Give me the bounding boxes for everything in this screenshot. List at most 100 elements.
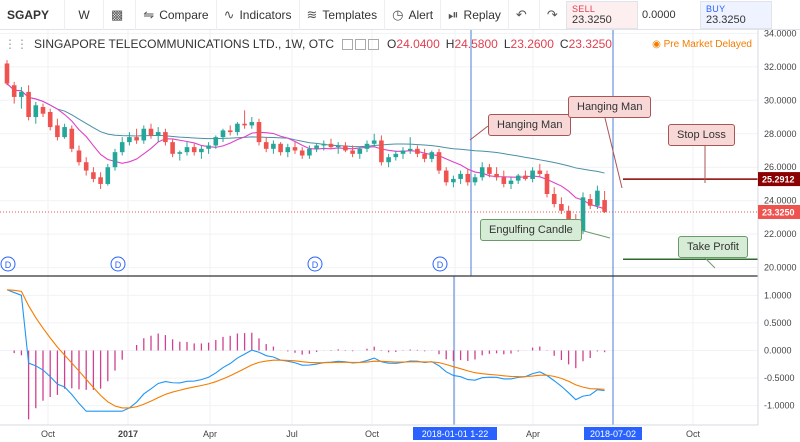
time-tick-label: Oct [41, 429, 56, 439]
macd-tick-label: 0.5000 [764, 318, 792, 328]
price-tick-label: 24.0000 [764, 196, 797, 206]
settings-icon[interactable] [355, 38, 367, 50]
time-tick-label: Apr [203, 429, 217, 439]
undo-button[interactable]: ↶ [509, 0, 540, 30]
undo-icon: ↶ [515, 6, 527, 22]
compare-icon: ⇋ [143, 6, 155, 22]
redo-button[interactable]: ↷ [540, 0, 570, 30]
interval-label: W [78, 7, 90, 22]
time-tick-label: 2018-07-02 [590, 429, 636, 439]
c-label: C [559, 37, 569, 51]
o-value: 24.0400 [396, 37, 440, 51]
candle-body [400, 150, 406, 154]
symbol-search[interactable]: SGAPY [0, 0, 65, 30]
candle-body [91, 172, 96, 179]
candle-body [127, 137, 132, 143]
candle-body [184, 147, 190, 153]
candle-body [155, 132, 161, 136]
annotation-arrow [604, 117, 623, 189]
engulfing-candle-label[interactable]: Engulfing Candle [480, 219, 582, 241]
compare-label: Compare [159, 7, 209, 22]
candle-body [206, 145, 211, 149]
time-tick-label: 2018-01-01 1-22 [422, 429, 489, 439]
candle-body [213, 137, 219, 146]
candle-body [278, 143, 283, 153]
candle-body [199, 148, 204, 153]
templates-icon: ≋ [306, 6, 318, 22]
candle-body [256, 122, 262, 143]
templates-button[interactable]: ≋ Templates [300, 0, 386, 30]
candle-body [407, 148, 413, 151]
pre-market-label: Pre Market Delayed [663, 39, 752, 50]
buy-button[interactable]: BUY 23.3250 [700, 1, 772, 29]
dividend-marker-label: D [115, 260, 122, 270]
take-profit-label[interactable]: Take Profit [678, 236, 748, 258]
time-tick-label: Apr [526, 429, 540, 439]
candle-body [335, 145, 341, 148]
candle-body [587, 199, 593, 206]
price-tick-label: 34.0000 [764, 28, 797, 38]
candle-body [595, 190, 600, 206]
stop-loss-label[interactable]: Stop Loss [668, 124, 735, 146]
candle-body [26, 91, 31, 118]
candle-body [580, 197, 586, 231]
candle-body [235, 123, 240, 133]
time-tick-label: Oct [365, 429, 380, 439]
macd-tick-label: -1.0000 [764, 401, 795, 411]
alert-button[interactable]: ◷ Alert [385, 0, 442, 30]
candle-body [83, 162, 89, 171]
candle-body [487, 167, 492, 174]
dividend-marker-label: D [437, 260, 444, 270]
replay-button[interactable]: ⏯ Replay [441, 0, 509, 30]
moving-averages [6, 83, 605, 210]
candle-body [141, 128, 147, 141]
candle-body [62, 127, 67, 138]
candle-body [170, 142, 175, 154]
alert-label: Alert [408, 7, 434, 22]
chart-style-button[interactable]: ▩ [104, 0, 137, 30]
candle-body [299, 150, 305, 156]
annotation-arrow [704, 257, 716, 269]
buy-value: 23.3250 [706, 14, 746, 26]
indicators-icon: ∿ [223, 6, 235, 22]
candle-body [328, 143, 334, 148]
alert-icon: ◷ [392, 6, 404, 22]
time-tag-bg [413, 427, 497, 440]
compare-button[interactable]: ⇋ Compare [136, 0, 217, 30]
hanging-man-label-1[interactable]: Hanging Man [488, 114, 572, 136]
candle-body [307, 148, 312, 156]
dividend-marker [432, 256, 448, 272]
candle-body [177, 152, 183, 154]
price-tick-label: 28.0000 [764, 129, 797, 139]
replay-icon: ⏯ [448, 6, 459, 22]
candle-body [271, 143, 276, 149]
candle-body [220, 130, 226, 138]
candle-body [559, 204, 564, 211]
candle-body [98, 177, 103, 184]
candle-body [227, 130, 233, 133]
close-icon[interactable] [368, 38, 380, 50]
price-tick-label: 20.0000 [764, 263, 797, 273]
stop-price-tag: 25.2912 [762, 175, 795, 185]
candle-body [69, 128, 75, 149]
candle-body [479, 167, 485, 178]
interval-button[interactable]: W [65, 0, 104, 30]
dividend-marker [110, 256, 126, 272]
candle-body [415, 148, 420, 154]
hanging-man-label-2[interactable]: Hanging Man [568, 96, 652, 118]
candle-body [422, 153, 427, 159]
price-tick-label: 26.0000 [764, 162, 797, 172]
chart-title: SINGAPORE TELECOMMUNICATIONS LTD., 1W, O… [34, 37, 335, 51]
candle-body [350, 150, 355, 154]
l-label: L [503, 37, 511, 51]
annotation-arrow [579, 229, 611, 239]
indicators-button[interactable]: ∿ Indicators [217, 0, 300, 30]
candle-body [508, 180, 514, 184]
candle-body [163, 132, 168, 143]
sell-button[interactable]: SELL 23.3250 [566, 1, 638, 29]
macd-pane [0, 275, 800, 420]
visibility-icon[interactable] [342, 38, 354, 50]
drag-icon[interactable]: ⋮⋮ [4, 37, 28, 51]
